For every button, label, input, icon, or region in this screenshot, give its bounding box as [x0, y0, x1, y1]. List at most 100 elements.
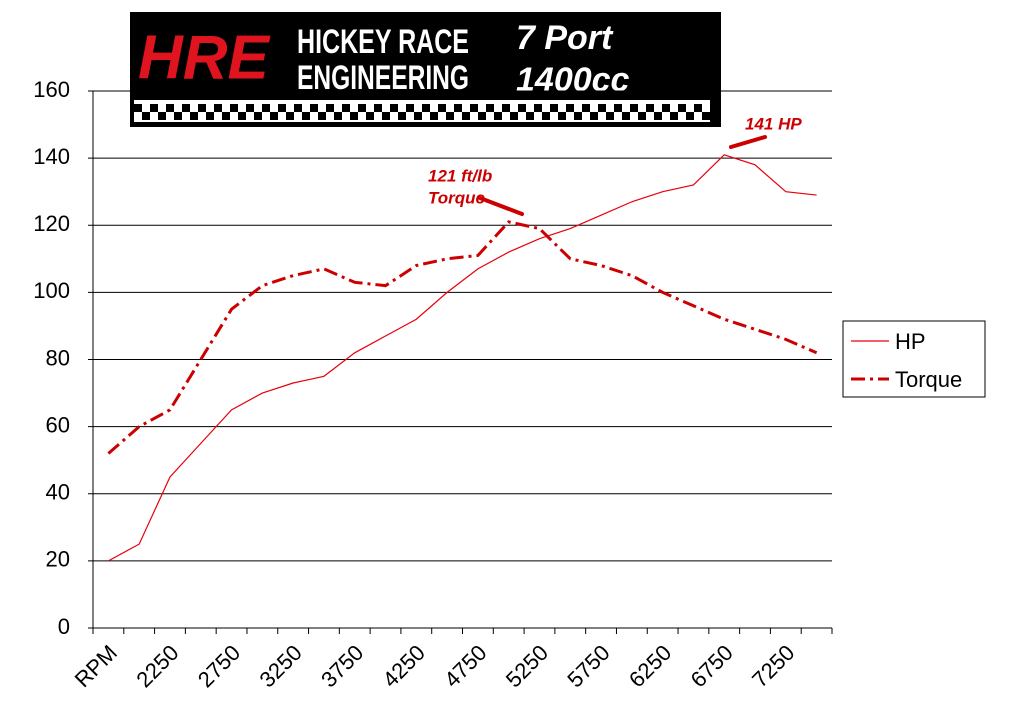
series-line [107, 220, 818, 455]
checker-square [646, 104, 654, 112]
annotation: 121 ft/lb [428, 166, 492, 185]
x-tick-label: 6750 [686, 640, 738, 692]
checker-square [134, 104, 142, 112]
checker-square [694, 104, 702, 112]
checker-square [478, 112, 486, 120]
checker-square [542, 112, 550, 120]
checker-square [518, 104, 526, 112]
checker-square [510, 112, 518, 120]
y-tick-label: 0 [58, 614, 70, 639]
logo-banner: HRE HICKEY RACE ENGINEERING 7 Port 1400c… [130, 12, 721, 127]
checker-square [550, 104, 558, 112]
checker-square [222, 112, 230, 120]
checker-square [590, 112, 598, 120]
checker-square [494, 112, 502, 120]
checker-square [574, 112, 582, 120]
annotation: 141 HP [745, 114, 802, 133]
checker-square [190, 112, 198, 120]
annotation-arrow [478, 196, 524, 216]
checker-square [246, 104, 254, 112]
checker-pattern [134, 104, 710, 120]
checker-square [374, 104, 382, 112]
checker-square [366, 112, 374, 120]
checker-square [678, 104, 686, 112]
checker-square [614, 104, 622, 112]
checker-square [310, 104, 318, 112]
y-tick-label: 120 [33, 211, 70, 236]
checker-square [158, 112, 166, 120]
logo-mark: HRE [138, 23, 271, 92]
legend-box [842, 320, 986, 398]
checker-square [702, 112, 710, 120]
checker-square [414, 112, 422, 120]
checker-square [334, 112, 342, 120]
checker-square [534, 104, 542, 112]
checker-square [142, 112, 150, 120]
series-line [108, 154, 817, 562]
checker-square [390, 104, 398, 112]
x-tick-label: 2750 [193, 640, 245, 692]
x-tick-label: 2250 [131, 640, 183, 692]
checker-square [238, 112, 246, 120]
x-tick-label: 5750 [562, 640, 614, 692]
checker-square [206, 112, 214, 120]
x-tick-label: 3750 [316, 640, 368, 692]
y-tick-label: 40 [46, 480, 70, 505]
checker-square [262, 104, 270, 112]
x-tick-label: 5250 [501, 640, 553, 692]
checker-square [502, 104, 510, 112]
checker-square [582, 104, 590, 112]
x-tick-label: 4250 [378, 640, 430, 692]
y-tick-label: 20 [46, 547, 70, 572]
x-tick-label: 4750 [439, 640, 491, 692]
checker-square [430, 112, 438, 120]
x-tick-label: 6250 [624, 640, 676, 692]
legend-label: Torque [895, 367, 962, 392]
chart-title: 1400cc [516, 61, 630, 99]
checker-square [454, 104, 462, 112]
chart-title: 7 Port [516, 19, 614, 57]
legend-label: HP [895, 329, 926, 354]
checker-square [198, 104, 206, 112]
checker-square [622, 112, 630, 120]
checker-square [398, 112, 406, 120]
checker-square [254, 112, 262, 120]
checker-square [166, 104, 174, 112]
checker-square [638, 112, 646, 120]
checker-square [174, 112, 182, 120]
checker-square [422, 104, 430, 112]
checker-square [670, 112, 678, 120]
checker-square [270, 112, 278, 120]
checker-square [182, 104, 190, 112]
checker-square [438, 104, 446, 112]
y-tick-label: 160 [33, 77, 70, 102]
checker-square [470, 104, 478, 112]
y-tick-label: 80 [46, 345, 70, 370]
checker-square [278, 104, 286, 112]
checker-square [230, 104, 238, 112]
checker-square [302, 112, 310, 120]
checker-square [606, 112, 614, 120]
logo-line: HICKEY RACE [297, 23, 469, 61]
checker-square [286, 112, 294, 120]
checker-square [630, 104, 638, 112]
checker-square [214, 104, 222, 112]
checker-square [342, 104, 350, 112]
checker-square [318, 112, 326, 120]
checker-square [358, 104, 366, 112]
checker-square [598, 104, 606, 112]
checker-square [294, 104, 302, 112]
checker-square [406, 104, 414, 112]
checker-square [326, 104, 334, 112]
checker-square [654, 112, 662, 120]
x-tick-label: RPM [70, 640, 122, 692]
checker-square [686, 112, 694, 120]
checker-square [446, 112, 454, 120]
y-tick-label: 140 [33, 144, 70, 169]
x-tick-label: 7250 [747, 640, 799, 692]
y-tick-label: 60 [46, 412, 70, 437]
checker-square [486, 104, 494, 112]
checker-square [382, 112, 390, 120]
checker-square [566, 104, 574, 112]
